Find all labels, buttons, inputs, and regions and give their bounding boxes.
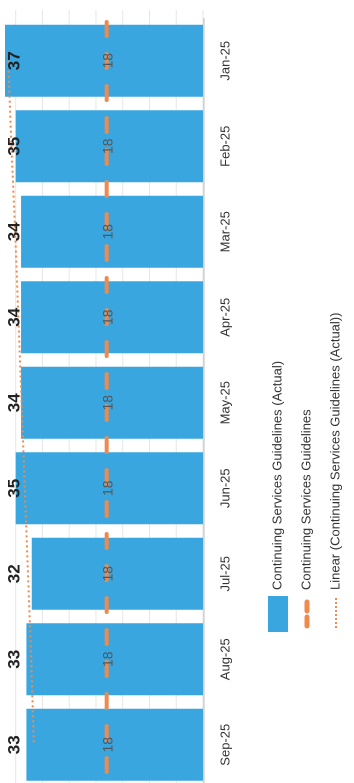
bar-Mar-25 (21, 195, 204, 268)
bar-Sep-25 (26, 708, 203, 781)
actual-label-Aug-25: 33 (4, 650, 23, 669)
target-label-Mar-25: 18 (99, 224, 115, 240)
bar-Feb-25 (15, 110, 204, 183)
tick-label-Apr-25: Apr-25 (217, 298, 232, 337)
plot-area: 18 18 18 18 18 18 18 18 18 37 35 34 34 34 35 32 33 33 Jan-… (4, 10, 232, 783)
tick-label-Sep-25: Sep-25 (217, 724, 232, 766)
bar-Jul-25 (31, 537, 203, 610)
tick-label-Jan-25: Jan-25 (217, 41, 232, 81)
trendline (7, 60, 35, 745)
actual-label-May-25: 34 (4, 393, 23, 412)
bar-Jan-25 (5, 24, 203, 97)
legend-label-trend: Linear (Continuing Services Guidelines (… (327, 313, 342, 590)
tick-label-Mar-25: Mar-25 (217, 211, 232, 252)
legend-swatch-actual (268, 596, 288, 632)
bar-Aug-25 (26, 623, 203, 696)
actual-label-Jul-25: 32 (4, 564, 23, 583)
tick-label-Jul-25: Jul-25 (217, 556, 232, 591)
tick-label-Feb-25: Feb-25 (217, 126, 232, 167)
legend: Continuing Services Guidelines (Actual) C… (268, 313, 342, 632)
actual-label-Jun-25: 35 (4, 479, 23, 498)
actual-label-Jan-25: 37 (4, 51, 23, 70)
target-label-Jul-25: 18 (99, 566, 115, 582)
target-label-Aug-25: 18 (99, 651, 115, 667)
bar-Apr-25 (21, 281, 204, 354)
actual-label-Mar-25: 34 (4, 222, 23, 241)
legend-label-actual: Continuing Services Guidelines (Actual) (269, 361, 284, 590)
target-label-Jan-25: 18 (99, 53, 115, 69)
target-label-Jun-25: 18 (99, 480, 115, 496)
bar-Jun-25 (15, 452, 204, 525)
bar-May-25 (21, 366, 204, 439)
target-label-May-25: 18 (99, 395, 115, 411)
tick-label-Jun-25: Jun-25 (217, 468, 232, 508)
target-label-Sep-25: 18 (99, 737, 115, 753)
target-label-Feb-25: 18 (99, 138, 115, 154)
tick-label-May-25: May-25 (217, 381, 232, 424)
actual-label-Sep-25: 33 (4, 735, 23, 754)
actual-label-Feb-25: 35 (4, 137, 23, 156)
actual-label-Apr-25: 34 (4, 307, 23, 326)
legend-label-target: Continuing Services Guidelines (298, 409, 313, 590)
tick-label-Aug-25: Aug-25 (217, 638, 232, 680)
target-label-Apr-25: 18 (99, 309, 115, 325)
